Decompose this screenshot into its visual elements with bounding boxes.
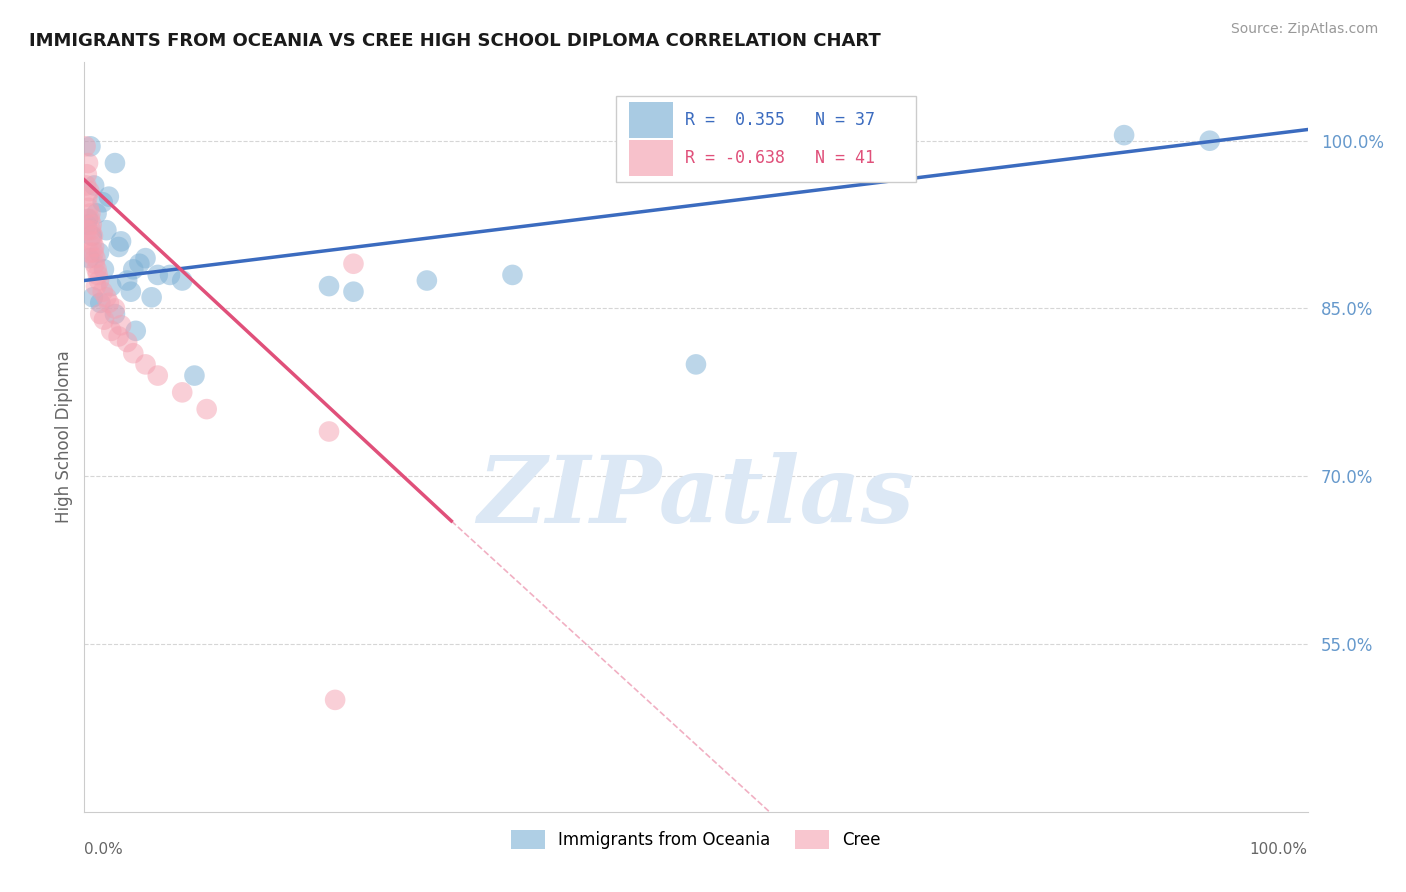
FancyBboxPatch shape xyxy=(628,103,672,138)
Point xyxy=(97,296,120,310)
FancyBboxPatch shape xyxy=(628,140,672,176)
Point xyxy=(86,262,108,277)
Point xyxy=(87,245,110,260)
Point xyxy=(77,156,100,170)
Point xyxy=(107,329,129,343)
Point xyxy=(84,279,107,293)
Point xyxy=(685,358,707,372)
Text: IMMIGRANTS FROM OCEANIA VS CREE HIGH SCHOOL DIPLOMA CORRELATION CHART: IMMIGRANTS FROM OCEANIA VS CREE HIGH SCH… xyxy=(30,32,882,50)
Point xyxy=(172,385,194,400)
Point xyxy=(104,156,127,170)
Point xyxy=(115,273,138,287)
Point xyxy=(83,245,105,260)
Point xyxy=(342,257,364,271)
Point xyxy=(115,334,138,349)
Point xyxy=(82,228,104,243)
Point xyxy=(83,257,105,271)
Point xyxy=(120,285,142,299)
Point xyxy=(128,257,150,271)
Y-axis label: High School Diploma: High School Diploma xyxy=(55,351,73,524)
Text: Source: ZipAtlas.com: Source: ZipAtlas.com xyxy=(1230,22,1378,37)
Point xyxy=(77,201,100,215)
Point xyxy=(91,285,114,299)
Point xyxy=(86,206,108,220)
Point xyxy=(141,290,163,304)
Point xyxy=(195,402,218,417)
Point xyxy=(83,178,105,193)
Point xyxy=(104,301,127,316)
Point xyxy=(76,189,98,203)
Point xyxy=(122,262,145,277)
Point xyxy=(100,324,122,338)
Point xyxy=(79,212,101,227)
Point xyxy=(96,290,118,304)
Point xyxy=(79,206,101,220)
Point xyxy=(107,240,129,254)
Point xyxy=(135,358,157,372)
Point xyxy=(82,235,104,249)
Point xyxy=(100,279,122,293)
Point xyxy=(502,268,524,282)
Text: 100.0%: 100.0% xyxy=(1250,842,1308,857)
Text: R =  0.355   N = 37: R = 0.355 N = 37 xyxy=(685,112,875,129)
Point xyxy=(93,262,115,277)
Point xyxy=(76,223,98,237)
Point xyxy=(80,228,103,243)
Point xyxy=(77,184,100,198)
Point xyxy=(110,318,132,333)
Point xyxy=(87,273,110,287)
Point xyxy=(84,251,107,265)
Point xyxy=(80,218,103,232)
Point xyxy=(183,368,205,383)
Legend: Immigrants from Oceania, Cree: Immigrants from Oceania, Cree xyxy=(505,823,887,855)
Point xyxy=(91,195,114,210)
Point xyxy=(318,279,340,293)
Point xyxy=(93,312,115,326)
Point xyxy=(110,235,132,249)
Point xyxy=(172,273,194,287)
Text: R = -0.638   N = 41: R = -0.638 N = 41 xyxy=(685,149,875,167)
Text: 0.0%: 0.0% xyxy=(84,842,124,857)
Point xyxy=(146,368,169,383)
Point xyxy=(318,425,340,439)
Point xyxy=(87,268,110,282)
Point xyxy=(122,346,145,360)
Point xyxy=(416,273,439,287)
Point xyxy=(76,167,98,181)
Point xyxy=(125,324,148,338)
Point xyxy=(159,268,181,282)
FancyBboxPatch shape xyxy=(616,96,917,182)
Point xyxy=(104,307,127,321)
Text: ZIPatlas: ZIPatlas xyxy=(478,452,914,542)
Point xyxy=(79,139,101,153)
Point xyxy=(77,212,100,227)
Point xyxy=(80,223,103,237)
Point xyxy=(96,223,118,237)
Point xyxy=(89,296,111,310)
Point xyxy=(146,268,169,282)
Point xyxy=(75,139,97,153)
Point xyxy=(82,290,104,304)
Point xyxy=(89,307,111,321)
Point xyxy=(342,285,364,299)
Point xyxy=(1114,128,1136,142)
Point xyxy=(135,251,157,265)
Point xyxy=(83,240,105,254)
Point xyxy=(97,189,120,203)
Point xyxy=(76,218,98,232)
Point xyxy=(323,693,346,707)
Point xyxy=(75,178,97,193)
Point xyxy=(77,245,100,260)
Point xyxy=(77,251,100,265)
Point xyxy=(1198,134,1220,148)
